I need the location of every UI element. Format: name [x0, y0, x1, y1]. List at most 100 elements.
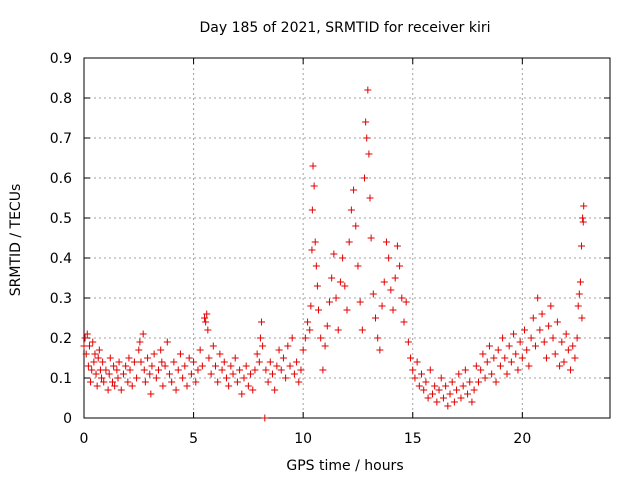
data-point [214, 378, 222, 386]
data-point [453, 386, 461, 394]
data-points [80, 86, 588, 422]
data-point [130, 358, 138, 366]
data-point [422, 378, 430, 386]
data-point [518, 354, 526, 362]
data-point [209, 342, 217, 350]
data-point [325, 298, 333, 306]
data-point [309, 162, 317, 170]
y-tick-label: 0.6 [50, 171, 72, 187]
data-point [126, 366, 134, 374]
data-point [87, 378, 95, 386]
data-point [579, 214, 587, 222]
data-point [198, 362, 206, 370]
data-point [133, 374, 141, 382]
data-point [165, 370, 173, 378]
data-point [196, 346, 204, 354]
data-point [307, 302, 315, 310]
data-point [378, 302, 386, 310]
data-point [233, 378, 241, 386]
data-point [84, 362, 92, 370]
data-point [481, 374, 489, 382]
data-point [424, 394, 432, 402]
data-point [288, 334, 296, 342]
data-point [136, 338, 144, 346]
x-tick-labels: 0 5 10 15 20 [80, 431, 532, 447]
data-point [170, 358, 178, 366]
data-point [238, 390, 246, 398]
data-point [437, 374, 445, 382]
data-point [542, 354, 550, 362]
data-point [139, 330, 147, 338]
data-point [328, 274, 336, 282]
data-point [387, 286, 395, 294]
data-point [409, 366, 417, 374]
y-tick-label: 0.7 [50, 131, 72, 147]
data-point [304, 318, 312, 326]
data-point [529, 314, 537, 322]
data-point [334, 326, 342, 334]
data-point [560, 358, 568, 366]
data-point [282, 374, 290, 382]
data-point [152, 374, 160, 382]
x-tick-label: 20 [513, 431, 531, 447]
data-point [268, 370, 276, 378]
data-point [374, 334, 382, 342]
y-tick-label: 0.8 [50, 91, 72, 107]
data-point [431, 382, 439, 390]
data-point [494, 346, 502, 354]
data-point [144, 354, 152, 362]
data-point [174, 366, 182, 374]
y-tick-label: 0 [63, 411, 72, 427]
data-point [229, 370, 237, 378]
data-point [435, 386, 443, 394]
data-point [225, 382, 233, 390]
data-point [350, 186, 358, 194]
data-point [553, 318, 561, 326]
data-point [363, 134, 371, 142]
data-point [391, 274, 399, 282]
data-point [420, 386, 428, 394]
data-point [411, 374, 419, 382]
data-point [527, 334, 535, 342]
data-point [99, 358, 107, 366]
data-point [336, 278, 344, 286]
x-tick-label: 10 [294, 431, 312, 447]
data-point [158, 358, 166, 366]
data-point [301, 334, 309, 342]
data-point [477, 366, 485, 374]
data-point [236, 366, 244, 374]
data-point [249, 386, 257, 394]
data-point [483, 358, 491, 366]
data-point [556, 362, 564, 370]
data-point [580, 202, 588, 210]
data-point [146, 370, 154, 378]
data-point [475, 378, 482, 386]
x-tick-label: 0 [80, 431, 89, 447]
data-point [94, 354, 102, 362]
data-point [192, 378, 200, 386]
data-point [418, 370, 426, 378]
data-point [205, 354, 213, 362]
data-point [161, 362, 169, 370]
data-point [341, 282, 349, 290]
data-point [85, 342, 93, 350]
data-point [114, 374, 122, 382]
data-point [259, 342, 267, 350]
data-point [573, 334, 581, 342]
data-point [396, 262, 404, 270]
data-point [369, 290, 377, 298]
data-point [163, 338, 171, 346]
data-point [426, 366, 434, 374]
data-point [220, 358, 228, 366]
data-point [339, 254, 347, 262]
data-point [558, 338, 566, 346]
data-point [364, 86, 372, 94]
data-point [510, 330, 518, 338]
data-point [457, 394, 465, 402]
data-point [578, 242, 586, 250]
data-point [89, 338, 97, 346]
data-point [512, 350, 520, 358]
data-point [183, 382, 191, 390]
data-point [227, 362, 235, 370]
data-point [365, 150, 373, 158]
